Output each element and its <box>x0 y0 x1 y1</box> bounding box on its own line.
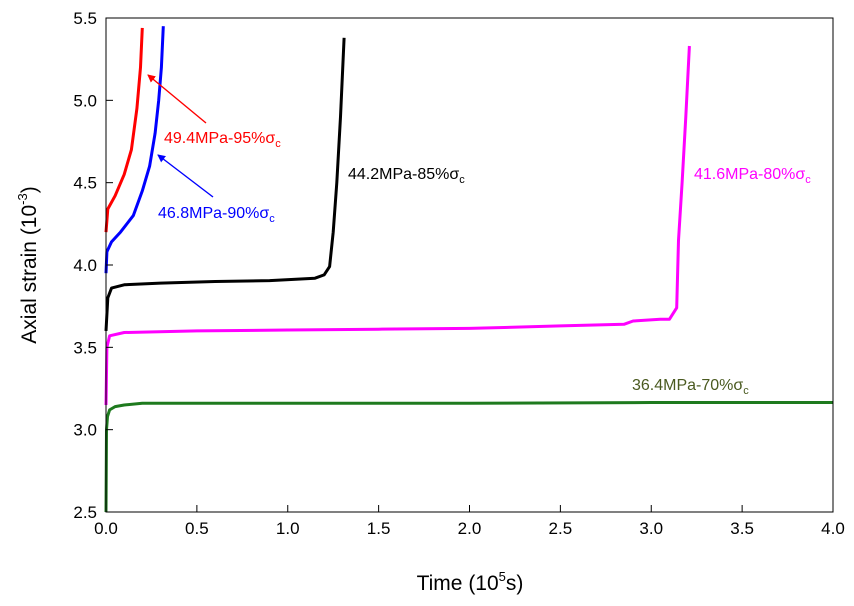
series-label-main: 44.2MPa-85%σ <box>348 166 459 183</box>
series-label-0: 36.4MPa-70%σc <box>632 377 749 397</box>
series-label-2: 44.2MPa-85%σc <box>348 166 465 186</box>
series-label-1: 41.6MPa-80%σc <box>694 166 811 186</box>
y-axis-title-text: Axial strain (10 <box>18 205 41 344</box>
x-tick-label: 0.5 <box>185 519 209 538</box>
x-axis-title: Time (105s) <box>417 569 524 595</box>
series-label-sub: c <box>275 138 281 150</box>
y-axis: 2.5 3.0 3.5 4.0 4.5 5.0 5.5 <box>73 9 113 522</box>
series-label-main: 49.4MPa-95%σ <box>164 130 275 147</box>
series-label-sub: c <box>269 213 275 225</box>
y-tick-label: 4.5 <box>73 174 97 193</box>
y-tick-label: 5.5 <box>73 9 97 28</box>
series-label-4: 49.4MPa-95%σc <box>164 130 281 150</box>
x-tick-label: 3.0 <box>639 519 663 538</box>
series-line-0 <box>104 401 833 513</box>
x-axis-title-text: Time (10 <box>417 572 499 595</box>
y-tick-label: 3.0 <box>73 421 97 440</box>
series-line-2 <box>104 37 346 331</box>
series-label-main: 46.8MPa-90%σ <box>158 205 269 222</box>
series-line-3 <box>104 26 165 274</box>
x-axis-title-sup: 5 <box>499 569 506 584</box>
series-label-sub: c <box>805 174 811 186</box>
series-line-4 <box>104 27 144 233</box>
series-label-3: 46.8MPa-90%σc <box>158 205 275 225</box>
axes-frame <box>105 17 834 513</box>
y-tick-label: 5.0 <box>73 91 97 110</box>
x-tick-label: 1.5 <box>367 519 391 538</box>
annotations: 36.4MPa-70%σc41.6MPa-80%σc44.2MPa-85%σc4… <box>147 74 811 397</box>
x-tick-label: 0.0 <box>94 519 118 538</box>
y-tick-label: 2.5 <box>73 503 97 522</box>
callout-arrow-90 <box>157 154 214 198</box>
y-tick-label: 4.0 <box>73 256 97 275</box>
y-tick-label: 3.5 <box>73 338 97 357</box>
x-tick-label: 2.5 <box>549 519 573 538</box>
y-axis-title: Axial strain (10-3) <box>15 186 41 343</box>
x-axis-title-after: s) <box>506 572 524 595</box>
x-tick-label: 2.0 <box>458 519 482 538</box>
series-line-1 <box>104 45 691 406</box>
x-tick-label: 1.0 <box>276 519 300 538</box>
series-label-main: 36.4MPa-70%σ <box>632 377 743 394</box>
callout-arrow-95 <box>147 74 207 124</box>
series-label-sub: c <box>459 174 465 186</box>
x-axis: 0.0 0.5 1.0 1.5 2.0 2.5 3.0 3.5 4.0 <box>94 505 845 538</box>
y-axis-title-after: ) <box>18 186 41 193</box>
x-tick-label: 4.0 <box>821 519 845 538</box>
series-label-sub: c <box>743 385 749 397</box>
series-label-main: 41.6MPa-80%σ <box>694 166 805 183</box>
x-tick-label: 3.5 <box>730 519 754 538</box>
y-axis-title-sup: -3 <box>15 193 30 205</box>
plot-lines <box>104 26 833 513</box>
